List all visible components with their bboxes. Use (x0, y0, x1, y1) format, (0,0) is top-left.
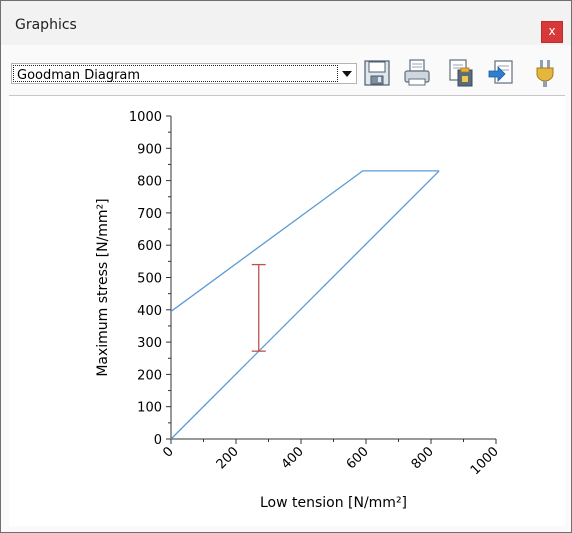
copy-clipboard-button[interactable] (447, 57, 475, 89)
y-tick-label: 600 (137, 239, 162, 254)
print-icon (404, 59, 430, 86)
y-tick-label: 100 (137, 401, 162, 416)
export-button[interactable] (487, 57, 515, 89)
title-bar: Graphics x (1, 1, 571, 45)
chevron-down-icon[interactable] (342, 71, 352, 77)
settings-button[interactable] (531, 57, 559, 89)
diagram-select-field: Goodman Diagram (13, 65, 338, 83)
x-tick-label: 600 (344, 444, 372, 472)
y-tick-label: 800 (137, 175, 162, 190)
series-line-2 (170, 170, 440, 440)
save-button[interactable] (363, 57, 391, 89)
x-tick-label: 400 (279, 444, 307, 472)
copy-clipboard-icon (449, 59, 473, 87)
y-tick-label: 700 (137, 207, 162, 222)
y-tick-label: 900 (137, 142, 162, 157)
y-tick-label: 200 (137, 368, 162, 383)
x-tick-label: 800 (409, 444, 437, 472)
x-axis-title: Low tension [N/mm²] (260, 495, 407, 511)
window-title: Graphics (15, 17, 77, 33)
y-tick-label: 300 (137, 336, 162, 351)
save-icon (364, 60, 390, 86)
x-tick-label: 200 (214, 444, 242, 472)
close-button[interactable]: x (541, 21, 563, 43)
diagram-select-value: Goodman Diagram (17, 68, 141, 83)
x-tick-label: 0 (160, 444, 176, 460)
diagram-select[interactable]: Goodman Diagram (11, 63, 357, 84)
goodman-diagram-chart: 0 100 200 300 400 500 600 700 800 900 1000 0 200 400 6… (95, 110, 502, 511)
y-axis-title: Maximum stress [N/mm²] (95, 198, 111, 376)
chart-panel: 0 100 200 300 400 500 600 700 800 900 1000 0 200 400 6… (9, 95, 565, 526)
x-tick-label: 1000 (468, 444, 502, 478)
y-tick-label: 0 (154, 433, 162, 448)
toolbar: Goodman Diagram (1, 53, 571, 93)
y-tick-label: 500 (137, 272, 162, 287)
y-tick-label: 1000 (129, 110, 162, 125)
export-icon (488, 60, 513, 84)
y-tick-label: 400 (137, 304, 162, 319)
series-line-1 (170, 170, 440, 312)
settings-icon (536, 60, 554, 87)
print-button[interactable] (403, 57, 431, 89)
